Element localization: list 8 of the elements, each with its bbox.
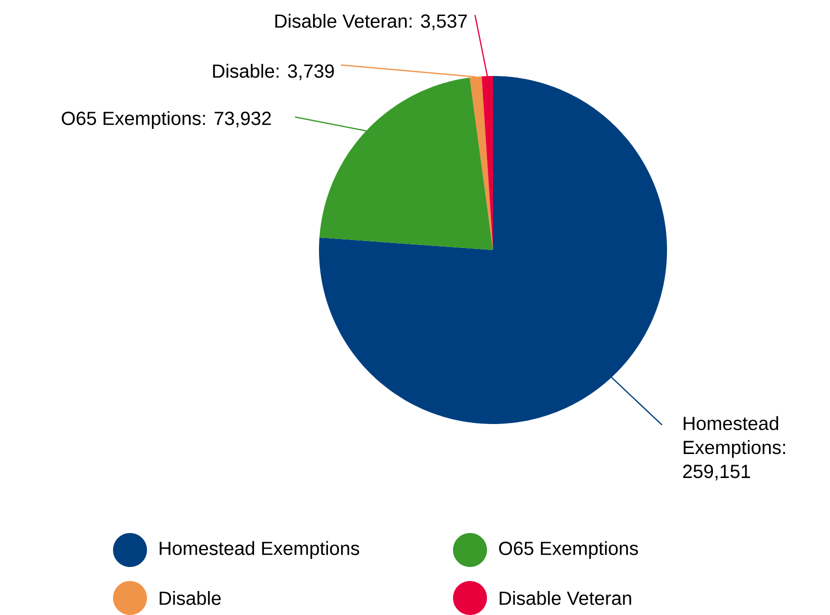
data-label: O65 Exemptions: 73,932 <box>62 111 271 129</box>
legend-label: Homestead Exemptions <box>160 541 360 559</box>
legend-label: Disable <box>160 591 221 605</box>
data-label: Disable: 3,739 <box>213 64 334 80</box>
legend-label: O65 Exemptions <box>499 541 638 559</box>
data-label: Homestead Exemptions: 259,151 <box>683 416 785 480</box>
data-label: Disable Veteran: 3,537 <box>275 14 467 30</box>
legend-label: Disable Veteran <box>500 591 632 605</box>
